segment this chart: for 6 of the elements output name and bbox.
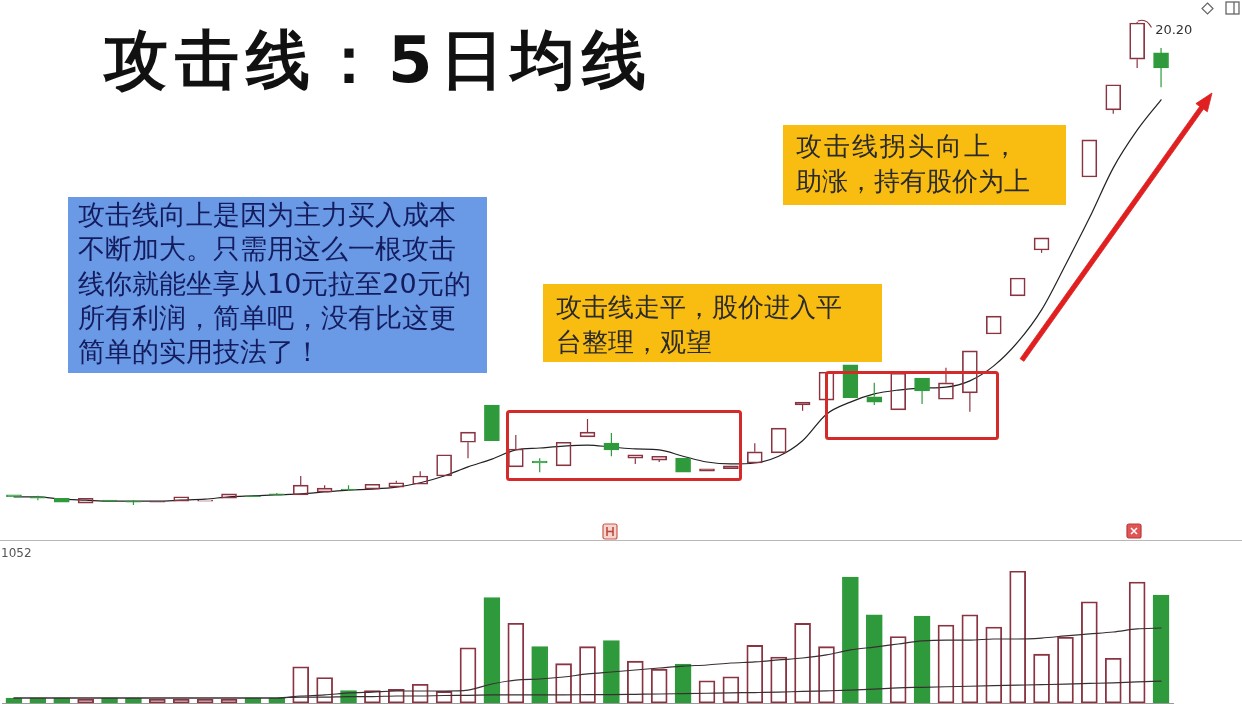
- chart-title: 攻击线：5日均线: [104, 22, 653, 99]
- annotation: 攻击线拐头向上，助涨，持有股价为上: [783, 125, 1066, 205]
- text: 1052: [1, 546, 32, 560]
- annotation: 攻击线向上是因为主力买入成本不断加大。只需用这么一根攻击线你就能坐享从10元拉至20元的所有利润，简单吧，没有比这更简单的实用技法了！: [68, 197, 487, 373]
- annotation: 攻击线走平，股价进入平台整理，观望: [543, 284, 882, 362]
- annotation: 20.20: [1155, 22, 1193, 38]
